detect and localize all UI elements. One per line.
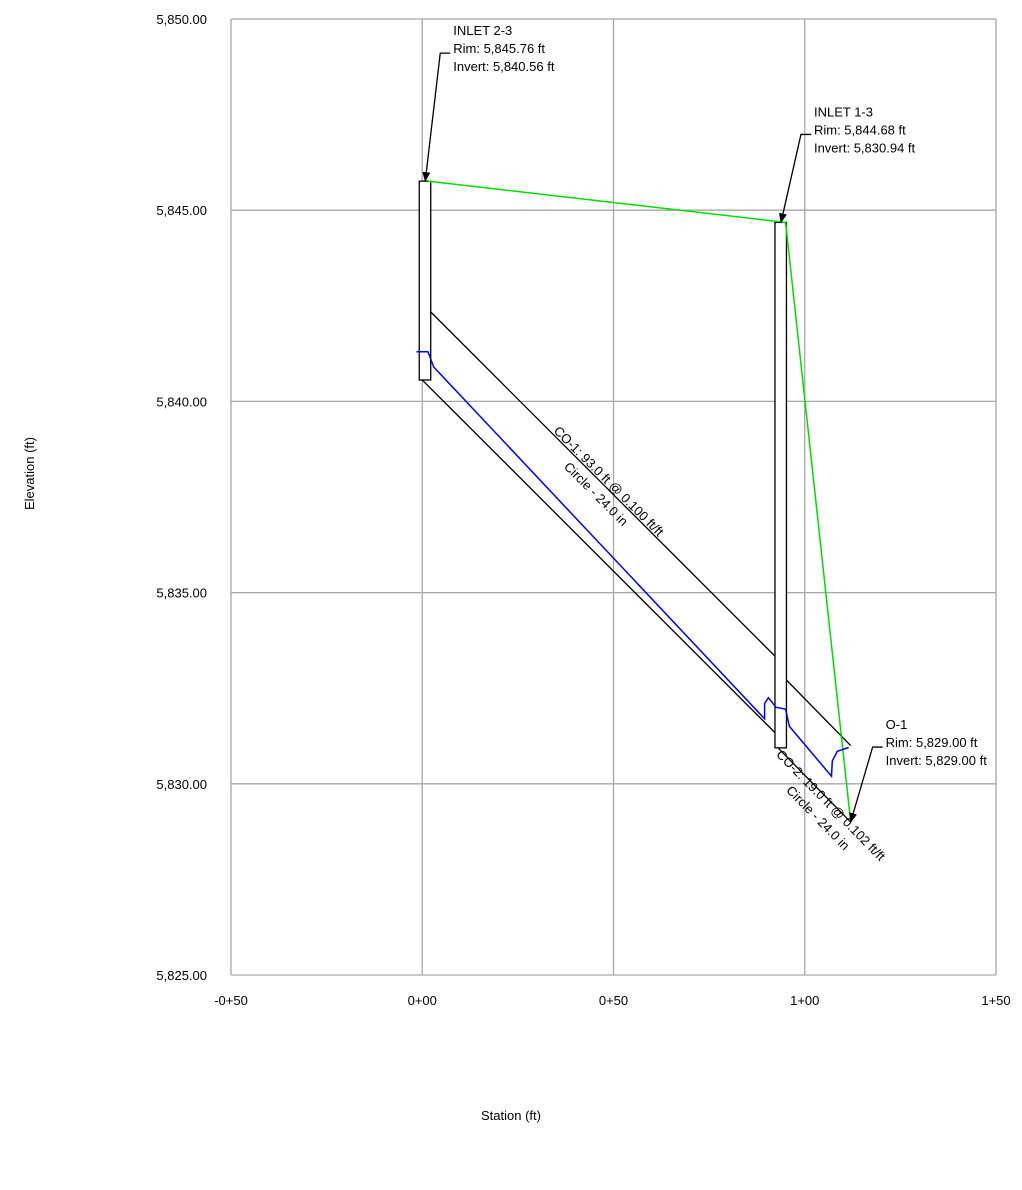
x-tick-label: -0+50 — [214, 993, 248, 1008]
pipe-label: CO-2: 19.0 ft @ 0.102 ft/ft — [773, 747, 888, 864]
callout-arrow — [422, 52, 451, 183]
structure-name: O-1 — [886, 717, 908, 732]
series-line — [416, 350, 849, 779]
pipe-invert-line — [421, 379, 779, 737]
x-tick-label: 1+50 — [981, 993, 1010, 1008]
callout-arrow — [779, 133, 811, 224]
y-tick-label: 5,835.00 — [156, 586, 207, 601]
y-axis-title: Elevation (ft) — [22, 437, 37, 510]
structure-box — [774, 221, 788, 749]
structure-rim: Rim: 5,844.68 ft — [814, 122, 906, 137]
structure-rim: Rim: 5,845.76 ft — [453, 41, 545, 56]
structure-name: INLET 2-3 — [453, 23, 512, 38]
structure-invert: Invert: 5,829.00 ft — [886, 753, 988, 768]
y-tick-labels: 5,825.00 5,830.00 5,835.00 5,840.00 5,845.00… — [156, 12, 207, 983]
x-tick-labels: -0+50 0+00 0+50 1+00 1+50 — [214, 993, 1010, 1008]
y-tick-label: 5,825.00 — [156, 968, 207, 983]
y-tick-label: 5,830.00 — [156, 777, 207, 792]
y-tick-label: 5,840.00 — [156, 394, 207, 409]
pipe-label: CO-1: 93.0 ft @ 0.100 ft/ft — [551, 423, 667, 539]
x-tick-label: 0+50 — [599, 993, 628, 1008]
structure-rim: Rim: 5,829.00 ft — [886, 735, 978, 750]
pipe-invert-line — [777, 747, 852, 823]
pipes-layer — [421, 303, 852, 823]
pipe-crown-line — [777, 670, 852, 747]
x-axis-title: Station (ft) — [481, 1108, 541, 1123]
callout-arrow — [849, 746, 883, 823]
structure-box — [418, 180, 432, 381]
structure-invert: Invert: 5,830.94 ft — [814, 140, 916, 155]
pipe-crown-line — [421, 303, 779, 660]
annotations-layer: INLET 2-3 Rim: 5,845.76 ft Invert: 5,840.5… — [422, 23, 988, 864]
structure-invert: Invert: 5,840.56 ft — [453, 59, 555, 74]
structure-name: INLET 1-3 — [814, 104, 873, 119]
x-tick-label: 0+00 — [408, 993, 437, 1008]
y-tick-label: 5,850.00 — [156, 12, 207, 27]
x-tick-label: 1+00 — [790, 993, 819, 1008]
y-tick-label: 5,845.00 — [156, 203, 207, 218]
grid-lines — [230, 18, 997, 976]
